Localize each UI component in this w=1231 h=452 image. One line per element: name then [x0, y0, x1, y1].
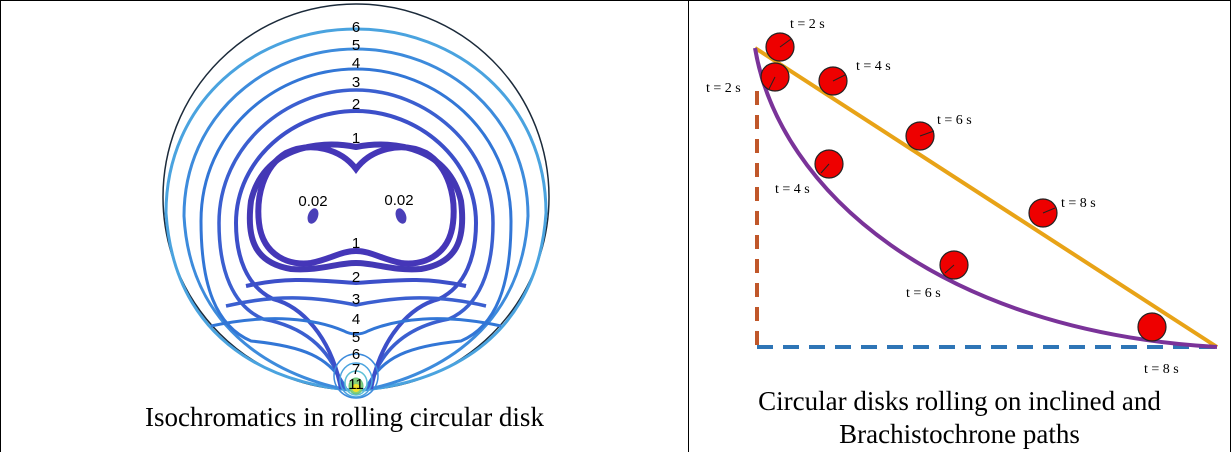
fringe-4-lower-band	[210, 317, 502, 336]
fringe-label-upper-6: 6	[352, 19, 360, 36]
disk-inclined-t2	[765, 32, 795, 62]
rolling-disks-diagram: t = 2 s t = 4 s t = 6 s t = 8 s t = 2 s …	[706, 17, 1219, 377]
fringe-label-eye-left: 0.02	[298, 193, 327, 210]
label-curve-t8: t = 8 s	[1144, 362, 1179, 377]
fringe-2-lower-band	[245, 277, 467, 288]
label-inclined-t4: t = 4 s	[856, 59, 891, 74]
disk-inclined-t6	[905, 121, 935, 151]
right-caption: Circular disks rolling on inclined and B…	[689, 385, 1230, 451]
fringe-3-lower-band	[225, 296, 487, 308]
label-inclined-t2: t = 2 s	[790, 17, 825, 32]
isotropic-point-right	[395, 208, 407, 224]
fringe-label-lower-11: 11	[348, 376, 364, 393]
fringe-5	[182, 47, 530, 392]
fringe-label-upper-5: 5	[352, 37, 360, 54]
fringe-label-lower-3: 3	[352, 291, 360, 308]
inclined-path	[753, 46, 1219, 349]
table-top-border	[0, 0, 1231, 1]
label-curve-t4: t = 4 s	[775, 182, 810, 197]
contact-fringe-9	[344, 370, 368, 396]
fringe-label-lower-4: 4	[352, 311, 360, 328]
fringe-label-upper-2: 2	[352, 96, 360, 113]
label-curve-t2: t = 2 s	[706, 81, 741, 96]
fringe-1-ring	[246, 141, 466, 273]
label-curve-t6: t = 6 s	[906, 286, 941, 301]
disk-curve-t4	[814, 149, 844, 179]
fringe-label-upper-4: 4	[352, 55, 360, 72]
fringe-label-lower-1: 1	[352, 235, 360, 252]
disk-curve-t8	[1137, 312, 1167, 342]
fringe-label-lower-2: 2	[352, 269, 360, 286]
label-inclined-t8: t = 8 s	[1061, 196, 1096, 211]
fringe-label-lower-7: 7	[352, 361, 360, 378]
fringe-3	[217, 88, 495, 390]
disk-inclined-t8	[1028, 198, 1058, 228]
left-caption: Isochromatics in rolling circular disk	[145, 402, 544, 432]
fringe-4	[199, 67, 513, 390]
disk-inclined-t4	[818, 66, 848, 96]
table-left-border	[0, 0, 1, 452]
contact-fringe-7	[333, 353, 379, 399]
label-inclined-t6: t = 6 s	[937, 113, 972, 128]
disk-curve-t6	[939, 250, 969, 280]
isotropic-point-left	[307, 208, 319, 224]
brachistochrone-path	[753, 47, 1218, 349]
fringe-label-lower-5: 5	[352, 329, 360, 346]
isochromatics-diagram: 6 5 4 3 2 1 0.02 0.02 1 2 3 4 5 6 7 11	[162, 3, 550, 399]
fringe-label-lower-6: 6	[352, 346, 360, 363]
right-caption-line1: Circular disks rolling on inclined and	[758, 386, 1161, 416]
fringe-label-eye-right: 0.02	[384, 192, 413, 209]
contact-fringe-11	[352, 384, 360, 392]
table-column-divider	[688, 0, 689, 452]
right-caption-line2: Brachistochrone paths	[839, 419, 1080, 449]
fringe-label-upper-1: 1	[352, 130, 360, 147]
fringe-6	[164, 27, 548, 392]
disk-curve-t2	[760, 62, 790, 92]
fringe-label-upper-3: 3	[352, 74, 360, 91]
contact-fringe-8	[339, 362, 373, 398]
